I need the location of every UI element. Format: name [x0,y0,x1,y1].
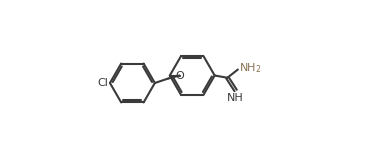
Text: NH: NH [227,93,244,103]
Text: NH$_2$: NH$_2$ [239,61,261,75]
Text: O: O [175,71,184,80]
Text: Cl: Cl [98,78,108,88]
